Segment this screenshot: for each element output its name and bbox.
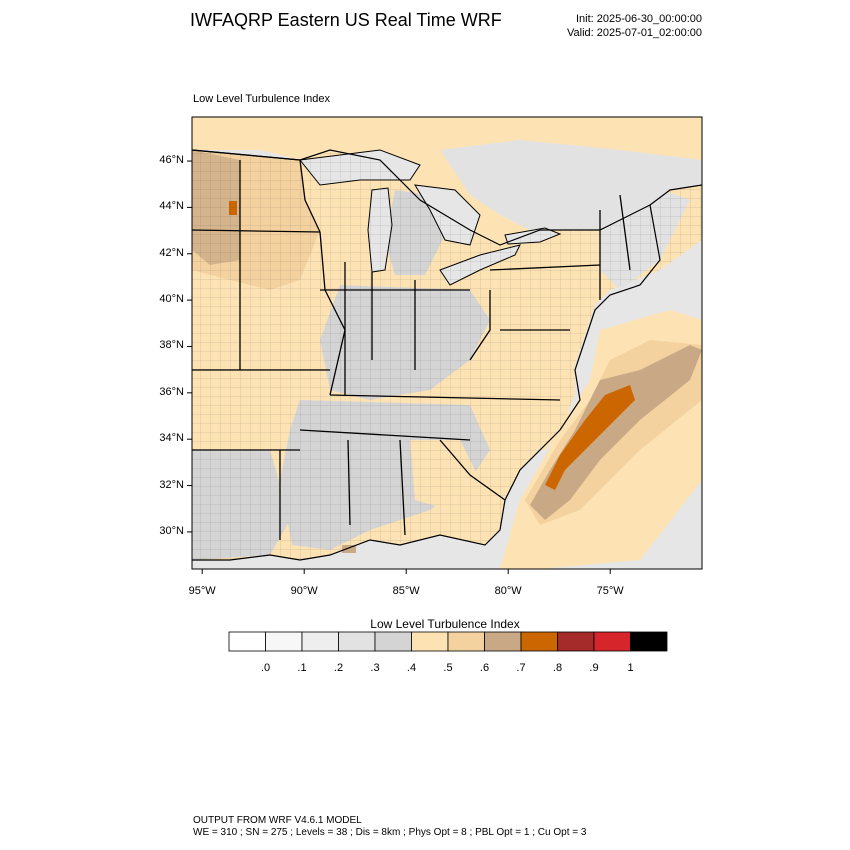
lon-label: 75°W <box>596 585 624 597</box>
colorbar-label: .3 <box>370 662 380 674</box>
canada-border <box>192 149 651 246</box>
lat-label: 32°N <box>159 478 184 491</box>
colorbar-swatch <box>557 631 595 652</box>
lat-label: 36°N <box>159 385 184 398</box>
colorbar-swatch <box>265 631 303 652</box>
lat-label: 46°N <box>159 154 184 167</box>
lat-label: 30°N <box>159 524 184 537</box>
colorbar-swatch <box>374 631 412 652</box>
colorbar-label: .6 <box>479 662 490 674</box>
colorbar-label: .5 <box>443 662 453 674</box>
colorbar-swatch <box>301 631 339 652</box>
footer-config: WE = 310 ; SN = 275 ; Levels = 38 ; Dis … <box>193 827 587 838</box>
colorbar-label: 1 <box>627 662 634 674</box>
colorbar-swatch <box>630 631 668 652</box>
colorbar-swatch <box>228 631 266 652</box>
lat-label: 38°N <box>159 339 184 352</box>
gulf-tan-spot <box>342 545 356 553</box>
colorbar-label: .1 <box>297 662 307 674</box>
colorbar-swatch <box>411 631 449 652</box>
colorbar-label: .2 <box>333 662 344 674</box>
lat-label: 40°N <box>159 293 184 306</box>
lon-label: 90°W <box>290 585 318 597</box>
colorbar-swatch <box>484 631 522 652</box>
colorbar-swatch <box>520 631 558 652</box>
map-title: Low Level Turbulence Index <box>193 93 330 105</box>
footer-model: OUTPUT FROM WRF V4.6.1 MODEL <box>193 815 362 826</box>
county-lines <box>192 150 702 560</box>
colorbar-label: .0 <box>260 662 271 674</box>
lon-label: 85°W <box>392 585 420 597</box>
coastline <box>192 184 702 561</box>
lat-label: 42°N <box>159 246 184 259</box>
lon-label: 80°W <box>494 585 522 597</box>
map-frame <box>191 116 703 570</box>
colorbar-swatch <box>593 631 631 652</box>
colorbar-label: .7 <box>516 662 526 674</box>
colorbar-title: Low Level Turbulence Index <box>370 617 520 631</box>
offshore-belt <box>530 345 702 520</box>
init-time: Init: 2025-06-30_00:00:00 <box>576 13 702 25</box>
colorbar-label: .9 <box>589 662 599 674</box>
lon-label: 95°W <box>188 585 216 597</box>
colorbar-label: .4 <box>406 662 417 674</box>
colorbar <box>228 631 668 652</box>
colorbar-swatch <box>447 631 485 652</box>
lat-label: 34°N <box>159 432 184 445</box>
plot-title: IWFAQRP Eastern US Real Time WRF <box>190 10 502 30</box>
lat-label: 44°N <box>159 200 184 213</box>
colorbar-label: .8 <box>552 662 563 674</box>
offshore-hotspot <box>545 385 635 490</box>
valid-time: Valid: 2025-07-01_02:00:00 <box>567 27 702 39</box>
colorbar-swatch <box>338 631 376 652</box>
